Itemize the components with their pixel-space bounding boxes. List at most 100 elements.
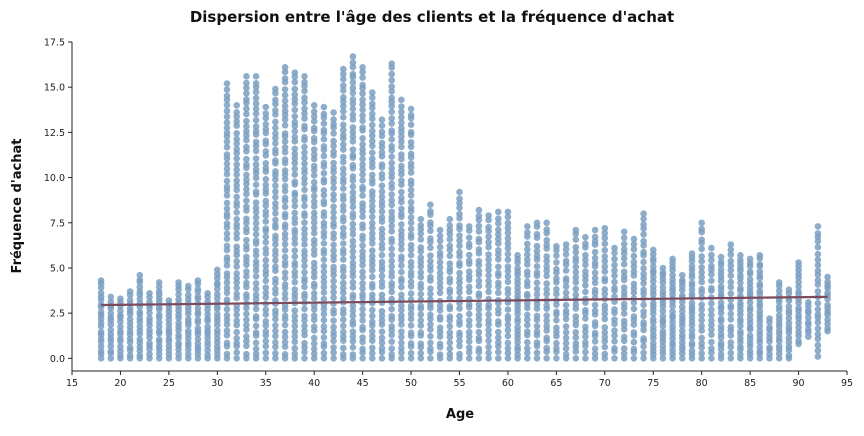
data-point (301, 78, 308, 86)
data-point (243, 117, 250, 125)
data-point (727, 267, 735, 274)
data-point (359, 280, 366, 287)
data-point (340, 175, 347, 183)
data-point (717, 258, 725, 266)
data-point (378, 278, 386, 286)
data-point (679, 303, 686, 311)
data-point (281, 122, 289, 129)
data-point (814, 319, 822, 326)
data-point (291, 91, 299, 98)
data-point (349, 146, 357, 153)
data-point (301, 165, 308, 173)
data-point (407, 169, 415, 176)
data-point (281, 130, 289, 137)
data-point (340, 158, 347, 166)
data-point (301, 290, 308, 298)
data-point (533, 328, 541, 336)
data-point (417, 322, 425, 329)
data-point (262, 306, 270, 314)
y-tick-label: 12.5 (44, 128, 65, 139)
data-point (436, 264, 444, 271)
data-point (107, 342, 115, 350)
data-point (543, 263, 550, 270)
data-point (272, 315, 279, 323)
data-point (446, 226, 454, 234)
data-point (533, 219, 541, 227)
data-point (369, 171, 376, 179)
data-point (223, 262, 231, 269)
data-point (630, 338, 638, 346)
data-point (223, 124, 231, 132)
data-point (272, 85, 279, 93)
data-point (349, 203, 357, 211)
data-point (388, 331, 396, 339)
data-point (359, 305, 366, 313)
data-point (475, 282, 483, 290)
data-point (233, 328, 240, 336)
data-point (223, 119, 231, 126)
data-point (398, 312, 405, 319)
data-point (388, 305, 396, 313)
x-tick-label: 35 (260, 378, 272, 389)
data-point (349, 226, 357, 233)
data-point (194, 305, 202, 312)
data-point (272, 307, 279, 314)
data-point (572, 355, 580, 362)
data-point (214, 327, 221, 334)
data-point (630, 280, 638, 288)
data-point (640, 258, 647, 266)
x-tick-label: 95 (841, 378, 853, 389)
data-point (204, 311, 211, 318)
data-point (291, 106, 299, 114)
x-tick-label: 50 (405, 378, 417, 389)
data-point (398, 306, 405, 314)
data-point (291, 219, 299, 227)
data-point (301, 87, 308, 95)
data-point (775, 303, 783, 310)
data-point (310, 113, 318, 120)
data-point (562, 241, 570, 248)
data-point (814, 243, 822, 251)
data-point (543, 219, 550, 227)
data-point (136, 283, 144, 291)
data-point (504, 326, 512, 334)
data-point (272, 130, 279, 137)
data-point (582, 306, 589, 314)
data-point (359, 261, 366, 269)
data-point (252, 219, 260, 227)
y-tick-label: 2.5 (50, 309, 65, 320)
data-point (330, 317, 337, 324)
data-point (378, 128, 386, 136)
data-point (310, 192, 318, 200)
data-point (330, 203, 337, 210)
data-point (301, 105, 308, 112)
data-point (272, 275, 279, 283)
data-point (369, 207, 376, 215)
data-point (601, 343, 609, 351)
data-point (727, 251, 735, 258)
data-point (456, 284, 463, 292)
data-point (485, 331, 492, 339)
data-point (252, 138, 260, 146)
data-point (727, 283, 735, 291)
data-point (814, 335, 822, 343)
data-point (281, 295, 289, 302)
data-point (330, 191, 337, 198)
data-point (717, 315, 725, 323)
data-point (272, 247, 279, 254)
data-point (524, 311, 531, 319)
data-point (688, 299, 696, 307)
data-point (272, 332, 279, 340)
data-point (436, 351, 444, 358)
data-point (650, 300, 657, 307)
data-point (398, 188, 405, 196)
data-point (398, 151, 405, 158)
data-point (727, 310, 735, 318)
data-point (117, 311, 124, 319)
data-point (640, 210, 647, 217)
data-point (340, 102, 347, 110)
data-point (795, 304, 802, 312)
data-point (407, 283, 415, 290)
data-point (243, 321, 250, 329)
data-point (291, 345, 299, 352)
